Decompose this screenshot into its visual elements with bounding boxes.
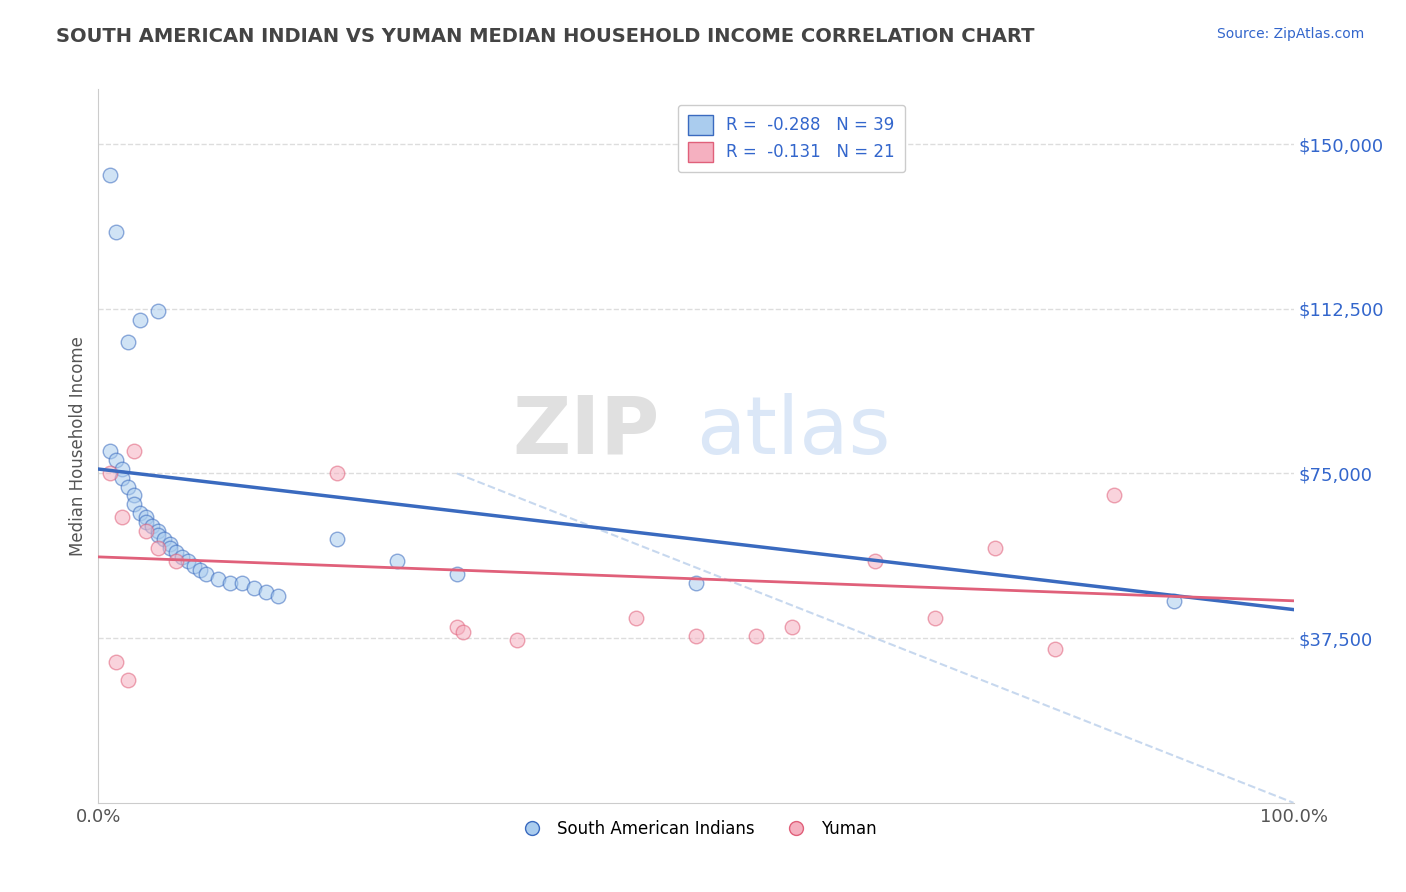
Point	[177, 554, 200, 568]
Point	[105, 225, 128, 239]
Point	[745, 629, 768, 643]
Y-axis label: Median Household Income: Median Household Income	[69, 336, 87, 556]
Point	[195, 567, 218, 582]
Point	[159, 541, 181, 555]
Point	[148, 541, 170, 555]
Point	[243, 581, 266, 595]
Point	[148, 528, 170, 542]
Point	[267, 590, 290, 604]
Text: ZIP: ZIP	[513, 392, 661, 471]
Point	[135, 515, 157, 529]
Point	[141, 519, 163, 533]
Point	[1043, 642, 1066, 657]
Point	[129, 312, 152, 326]
Point	[385, 554, 409, 568]
Text: SOUTH AMERICAN INDIAN VS YUMAN MEDIAN HOUSEHOLD INCOME CORRELATION CHART: SOUTH AMERICAN INDIAN VS YUMAN MEDIAN HO…	[56, 27, 1035, 45]
Point	[98, 168, 122, 182]
Text: atlas: atlas	[696, 392, 890, 471]
Point	[188, 563, 211, 577]
Point	[254, 585, 277, 599]
Point	[129, 506, 152, 520]
Point	[111, 462, 134, 476]
Point	[172, 549, 194, 564]
Point	[98, 467, 122, 481]
Point	[451, 624, 474, 639]
Point	[446, 567, 468, 582]
Point	[159, 537, 181, 551]
Point	[326, 467, 349, 481]
Point	[117, 673, 139, 687]
Point	[124, 488, 146, 502]
Point	[207, 572, 229, 586]
Point	[135, 510, 157, 524]
Point	[135, 524, 157, 538]
Point	[105, 655, 128, 669]
Point	[231, 576, 253, 591]
Point	[183, 558, 205, 573]
Point	[219, 576, 242, 591]
Point	[685, 629, 707, 643]
Point	[626, 611, 648, 625]
Legend: South American Indians, Yuman: South American Indians, Yuman	[509, 814, 883, 845]
Point	[984, 541, 1007, 555]
Point	[117, 334, 139, 349]
Point	[148, 304, 170, 318]
Point	[111, 471, 134, 485]
Point	[1163, 594, 1185, 608]
Point	[1104, 488, 1126, 502]
Point	[105, 453, 128, 467]
Point	[865, 554, 887, 568]
Point	[780, 620, 803, 634]
Point	[446, 620, 468, 634]
Point	[506, 633, 529, 648]
Point	[148, 524, 170, 538]
Point	[685, 576, 707, 591]
Point	[924, 611, 946, 625]
Text: Source: ZipAtlas.com: Source: ZipAtlas.com	[1216, 27, 1364, 41]
Point	[111, 510, 134, 524]
Point	[124, 444, 146, 458]
Point	[165, 545, 187, 559]
Point	[98, 444, 122, 458]
Point	[153, 533, 176, 547]
Point	[326, 533, 349, 547]
Point	[124, 497, 146, 511]
Point	[165, 554, 187, 568]
Point	[117, 480, 139, 494]
